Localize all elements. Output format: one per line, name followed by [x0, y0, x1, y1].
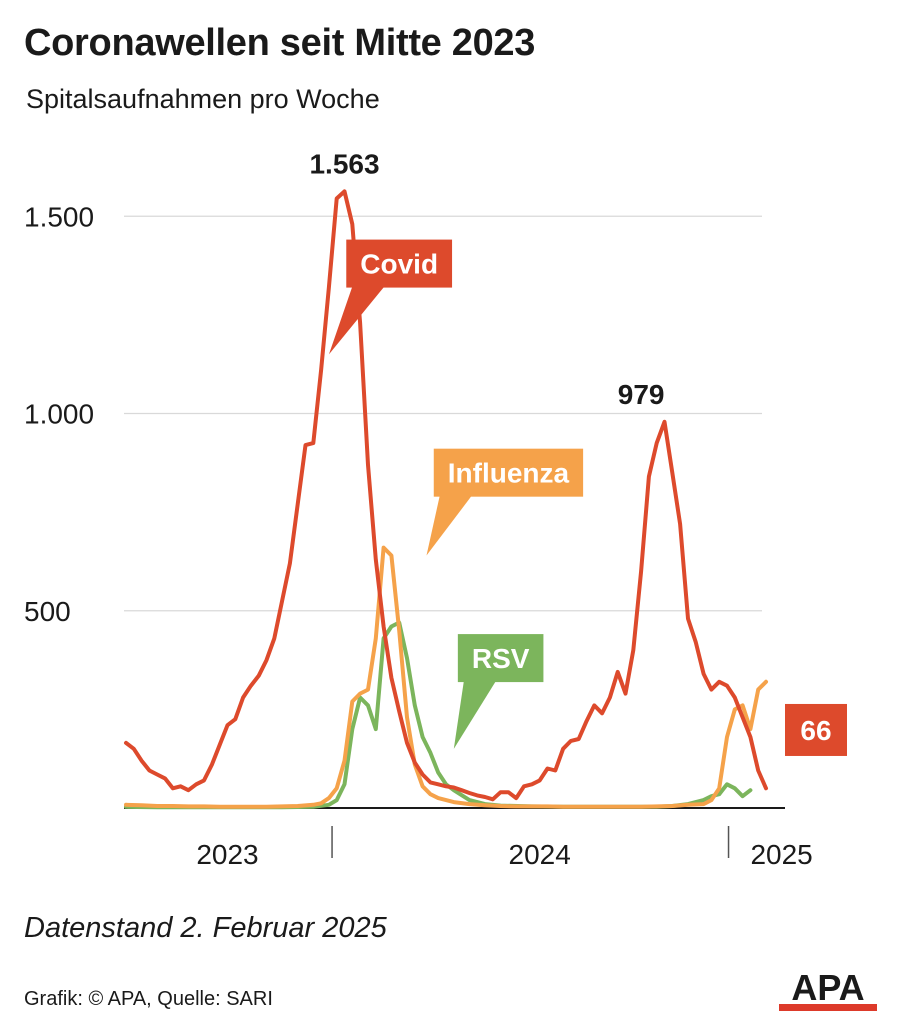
y-tick-label: 1.000: [24, 399, 94, 430]
callout-pointer: [328, 286, 385, 355]
x-year-label: 2023: [196, 839, 258, 870]
callout-influenza: Influenza: [426, 448, 584, 556]
peak-value-label: 1.563: [309, 148, 379, 179]
callout-box: [457, 634, 544, 683]
last-value-box: [785, 703, 847, 756]
source-credit: Grafik: © APA, Quelle: SARI: [24, 988, 273, 1010]
last-value-label: 66: [800, 715, 831, 746]
callout-pointer: [453, 681, 496, 749]
series-line-covid: [124, 189, 768, 802]
series-line-rsv: [124, 620, 753, 810]
line-chart: 500 1.000 1.500 2023 2024 2025 Covid Influenza R…: [24, 148, 847, 870]
series-line-influenza: [124, 545, 768, 809]
callout-covid: Covid: [328, 239, 453, 355]
series-label: Covid: [360, 249, 438, 280]
apa-logo: APA: [779, 968, 877, 1011]
apa-logo-text: APA: [791, 968, 864, 1008]
y-tick-label: 1.500: [24, 201, 94, 232]
callout-rsv: RSV: [453, 634, 544, 749]
x-year-label: 2024: [509, 839, 571, 870]
chart-subtitle: Spitalsaufnahmen pro Woche: [26, 84, 380, 114]
series-label: RSV: [472, 643, 530, 674]
peak-value-label: 979: [618, 379, 665, 410]
callout-pointer: [426, 495, 472, 556]
x-year-label: 2025: [750, 839, 812, 870]
callout-box: [346, 239, 453, 288]
chart-title: Coronawellen seit Mitte 2023: [24, 22, 536, 64]
callout-box: [433, 448, 584, 497]
series-label: Influenza: [448, 458, 570, 489]
data-status-note: Datenstand 2. Februar 2025: [24, 912, 387, 944]
y-tick-label: 500: [24, 596, 71, 627]
